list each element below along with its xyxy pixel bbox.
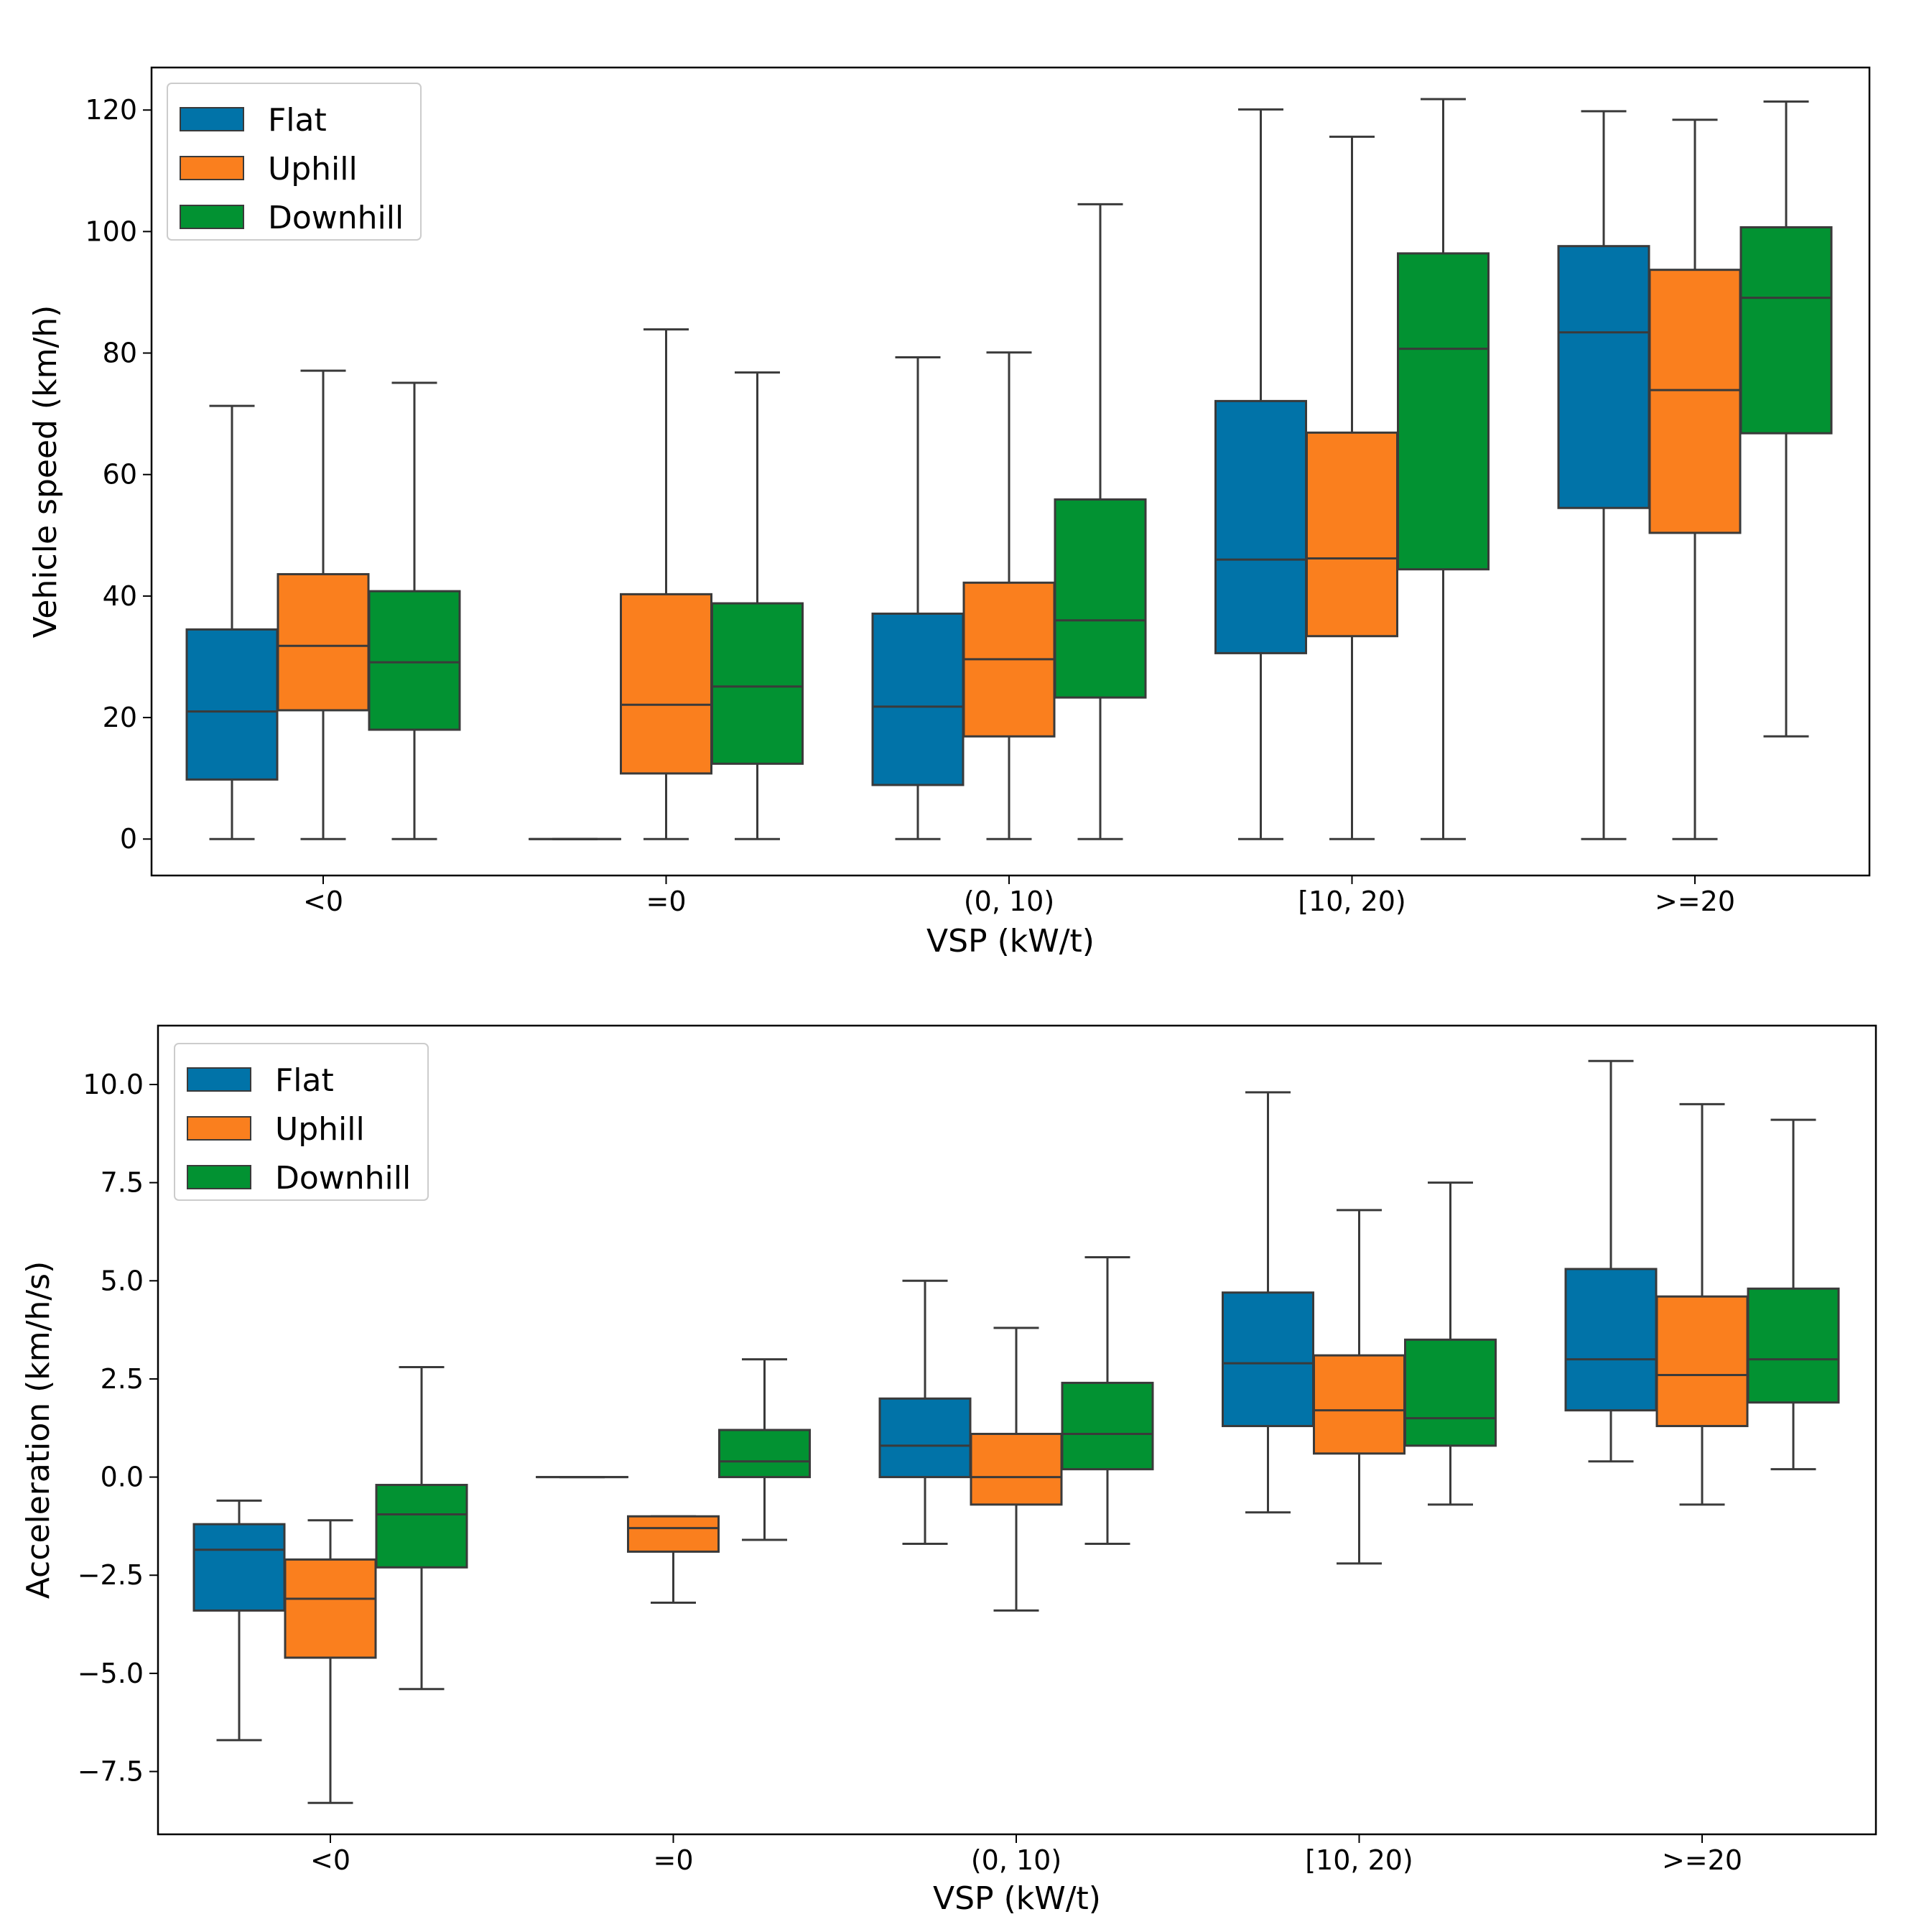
box-uphill (1313, 1354, 1405, 1455)
x-tick-label: =0 (653, 1844, 693, 1876)
y-tick-label: 7.5 (101, 1167, 144, 1199)
y-axis-title: Acceleration (km/h/s) (20, 1261, 57, 1599)
box-downhill (368, 590, 461, 731)
y-tick-label: 5.0 (101, 1265, 144, 1296)
legend-swatch-uphill (180, 156, 244, 180)
legend-swatch-flat (180, 107, 244, 131)
box-downhill (1397, 252, 1490, 571)
box-flat (1222, 1291, 1314, 1428)
box-uphill (1655, 1295, 1749, 1428)
box-downhill (375, 1484, 468, 1569)
plot-frame (150, 66, 1871, 877)
speed-chart: 0 20 40 60 80 100 120 <0 =0 (0, 10) [10, 20) >=20 VS… (27, 66, 1871, 960)
box-flat (878, 1397, 972, 1479)
y-tick-label: −2.5 (78, 1559, 144, 1591)
y-tick-label: 40 (103, 580, 137, 612)
acceleration-chart: −7.5 −5.0 −2.5 0.0 2.5 5.0 7.5 10.0 <0 =0 (0, 10) [… (20, 1024, 1877, 1917)
legend-label-uphill: Uphill (268, 151, 358, 187)
box-flat (1214, 399, 1307, 654)
box-downhill (1747, 1287, 1840, 1404)
box-downhill (1054, 498, 1147, 699)
box-flat (192, 1523, 286, 1612)
box-downhill (718, 1429, 811, 1479)
box-uphill (1306, 431, 1398, 638)
legend-swatch-downhill (187, 1165, 251, 1189)
legend-label-downhill: Downhill (275, 1160, 411, 1197)
legend-label-flat: Flat (268, 102, 327, 139)
y-tick-label: 20 (103, 702, 137, 733)
x-tick-label: (0, 10) (971, 1844, 1061, 1876)
x-tick-label: =0 (646, 886, 686, 917)
y-tick-label: −7.5 (78, 1756, 144, 1788)
legend-swatch-flat (187, 1067, 251, 1092)
x-tick-label: >=20 (1655, 886, 1735, 917)
y-tick-label: 10.0 (83, 1069, 144, 1100)
box-uphill (284, 1558, 377, 1659)
x-axis-title: VSP (kW/t) (933, 1880, 1101, 1917)
x-axis-title: VSP (kW/t) (926, 923, 1095, 960)
box-uphill (627, 1515, 720, 1553)
legend-label-flat: Flat (275, 1062, 334, 1099)
y-tick-label: 0.0 (101, 1462, 144, 1493)
box-flat (1564, 1268, 1658, 1412)
box-uphill (620, 593, 712, 775)
legend-swatch-downhill (180, 205, 244, 229)
x-tick-label: >=20 (1662, 1844, 1742, 1876)
box-downhill (711, 602, 804, 765)
box-uphill (277, 572, 370, 712)
x-tick-label: [10, 20) (1305, 1844, 1413, 1876)
x-tick-label: (0, 10) (964, 886, 1054, 917)
box-downhill (1404, 1338, 1497, 1447)
x-tick-label: <0 (310, 1844, 350, 1876)
y-tick-label: 60 (103, 459, 137, 491)
box-downhill (1739, 226, 1833, 435)
box-uphill (970, 1432, 1063, 1506)
legend-label-downhill: Downhill (268, 200, 404, 236)
y-tick-label: 2.5 (101, 1363, 144, 1395)
y-tick-label: 80 (103, 338, 137, 369)
plot-frame (157, 1024, 1877, 1836)
legend-swatch-uphill (187, 1116, 251, 1141)
x-tick-label: [10, 20) (1298, 886, 1406, 917)
box-flat (1557, 245, 1650, 509)
box-flat (871, 612, 965, 786)
x-tick-label: <0 (303, 886, 343, 917)
box-downhill (1061, 1381, 1154, 1471)
y-tick-label: 100 (85, 215, 137, 247)
y-axis-title: Vehicle speed (km/h) (27, 305, 64, 638)
y-tick-label: 0 (120, 823, 137, 855)
box-flat (185, 628, 279, 781)
y-tick-label: 120 (85, 94, 137, 126)
legend-label-uphill: Uphill (275, 1111, 365, 1148)
y-tick-label: −5.0 (78, 1658, 144, 1689)
box-uphill (1648, 269, 1742, 534)
